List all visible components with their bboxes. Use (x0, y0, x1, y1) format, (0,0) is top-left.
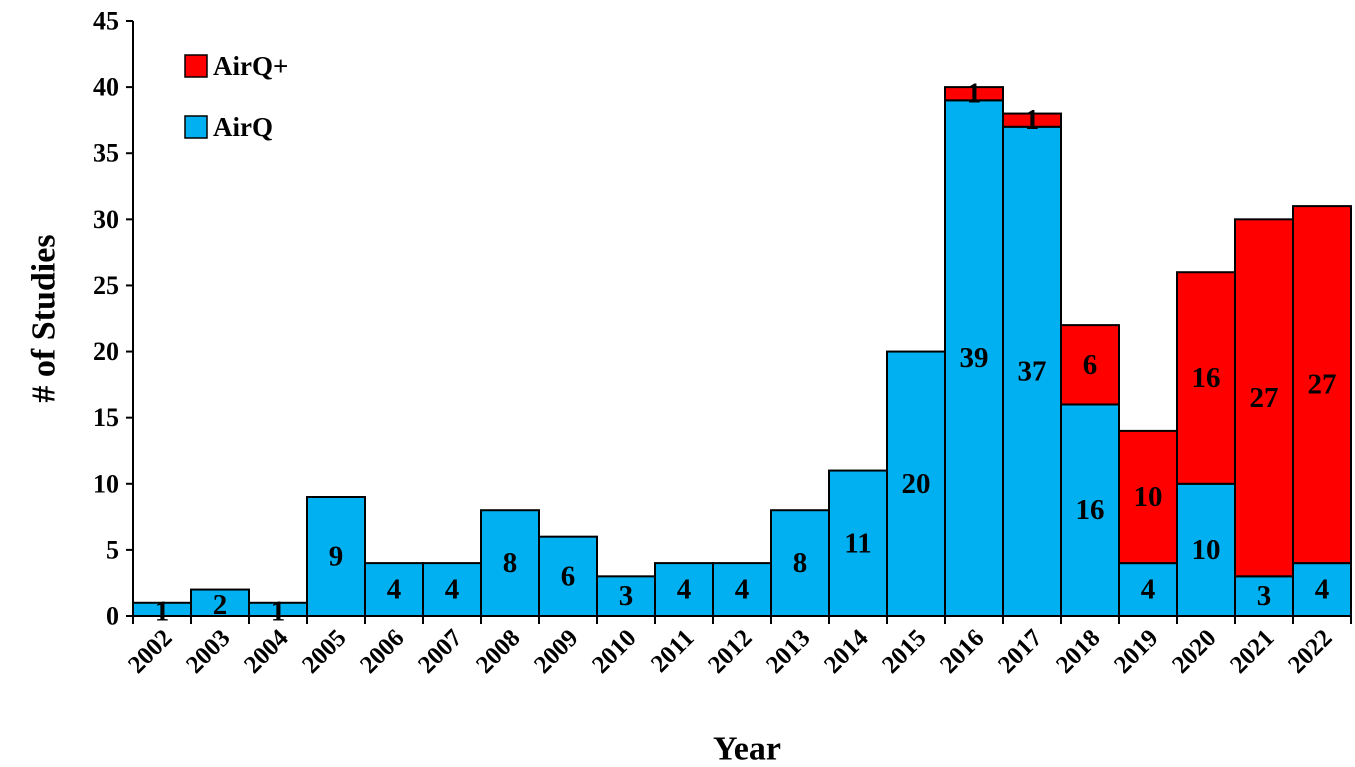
x-tick-label: 2010 (587, 624, 641, 678)
bar-airqplus-2021 (1234, 218, 1294, 578)
data-label-airq: 3 (1257, 580, 1272, 612)
data-label-airq: 37 (1018, 355, 1047, 387)
x-tick-label: 2006 (355, 624, 409, 678)
legend-label-airqplus: AirQ+ (213, 51, 288, 81)
data-label-airq: 8 (793, 547, 808, 579)
data-label-airq: 4 (1315, 574, 1330, 606)
x-tick-label: 2009 (529, 624, 583, 678)
x-tick-label: 2018 (1051, 624, 1105, 678)
data-label-airq: 16 (1076, 494, 1105, 526)
bar-airqplus-2016 (944, 86, 1004, 102)
y-tick-label: 20 (93, 337, 119, 366)
data-label-airqplus: 27 (1250, 382, 1279, 414)
data-label-airq: 8 (503, 547, 518, 579)
data-label-airq: 4 (445, 574, 460, 606)
data-label-airqplus: 16 (1192, 362, 1221, 394)
x-tick-label: 2004 (239, 624, 294, 679)
x-tick-label: 2002 (123, 624, 177, 678)
data-label-airq: 1 (155, 595, 170, 627)
x-tick-label: 2016 (935, 624, 989, 678)
data-label-airq: 4 (1141, 574, 1156, 606)
x-tick-label: 2013 (761, 624, 815, 678)
legend-swatch-airq (184, 115, 208, 139)
data-label-airq: 4 (677, 574, 692, 606)
data-label-airq: 11 (844, 527, 871, 559)
x-tick-label: 2017 (993, 624, 1047, 678)
bar-airq-2014 (828, 469, 888, 617)
data-label-airqplus: 10 (1134, 481, 1163, 513)
x-tick-label: 2021 (1225, 624, 1279, 678)
data-label-airq: 6 (561, 560, 576, 592)
legend-label-airq: AirQ (213, 112, 273, 142)
bar-airq-2013 (770, 509, 830, 618)
bars-layer (132, 86, 1352, 618)
data-label-airq: 1 (271, 595, 286, 627)
x-axis-title: Year (713, 731, 781, 767)
data-label-airqplus: 6 (1083, 349, 1098, 381)
bar-airq-2008 (480, 509, 540, 618)
y-tick-label: 35 (93, 139, 119, 168)
bar-airq-2019 (1118, 562, 1178, 617)
bar-airqplus-2020 (1176, 271, 1236, 485)
bar-airq-2016 (944, 99, 1004, 618)
x-tick-label: 2022 (1283, 624, 1337, 678)
y-tick-label: 5 (106, 535, 119, 564)
bar-airq-2003 (190, 588, 250, 617)
x-tick-label: 2019 (1109, 624, 1163, 678)
y-tick-label: 15 (93, 403, 119, 432)
bar-airq-2005 (306, 496, 366, 617)
data-label-airq: 4 (735, 574, 750, 606)
bar-airq-2009 (538, 535, 598, 618)
data-label-airq: 9 (329, 541, 344, 573)
x-tick-label: 2015 (877, 624, 931, 678)
bar-airqplus-2019 (1118, 429, 1178, 565)
bar-airq-2015 (886, 350, 946, 617)
x-tick-label: 2014 (819, 624, 874, 679)
bar-airqplus-2018 (1060, 324, 1120, 406)
legend: AirQ+ AirQ (184, 51, 288, 142)
data-label-airq: 4 (387, 574, 402, 606)
labels-layer: 1 2 1 9 4 4 8 6 3 4 4 8 11 20 39 1 37 1 16 6 4 10 10 16 3 27 4 27 (155, 78, 1337, 628)
data-label-airq: 3 (619, 580, 634, 612)
y-tick-label: 25 (93, 271, 119, 300)
x-tick-label: 2011 (646, 624, 699, 677)
x-tick-label: 2003 (181, 624, 235, 678)
y-axis-title: # of Studies (26, 234, 63, 402)
x-tick-label: 2005 (297, 624, 351, 678)
x-tick-label: 2012 (703, 624, 757, 678)
legend-swatch-airqplus (184, 54, 208, 78)
x-tick-label: 2007 (413, 624, 467, 678)
bar-airq-2022 (1292, 562, 1352, 617)
y-tick-label: 40 (93, 73, 119, 102)
data-label-airq: 10 (1192, 534, 1221, 566)
y-tick-label: 30 (93, 205, 119, 234)
bar-airqplus-2017 (1002, 112, 1062, 128)
y-tick-label: 10 (93, 469, 119, 498)
bar-airq-2011 (654, 562, 714, 617)
data-label-airqplus: 1 (1025, 104, 1040, 136)
data-label-airq: 2 (213, 589, 228, 621)
data-label-airqplus: 27 (1308, 369, 1337, 401)
data-label-airqplus: 1 (967, 78, 982, 110)
y-tick-label: 45 (93, 7, 119, 36)
data-label-airq: 39 (960, 342, 989, 374)
data-label-airq: 20 (902, 468, 931, 500)
y-tick-label: 0 (106, 602, 119, 631)
bar-airqplus-2022 (1292, 205, 1352, 565)
x-tick-label: 2008 (471, 624, 525, 678)
x-tick-label: 2020 (1167, 624, 1221, 678)
